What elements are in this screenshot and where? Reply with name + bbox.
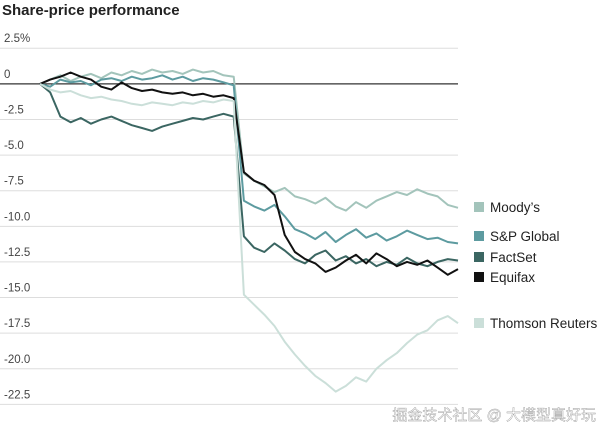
series-line [39, 83, 459, 393]
y-tick-label: 2.5% [4, 33, 30, 45]
y-tick-label: -5.0 [4, 140, 24, 152]
legend-swatch [474, 272, 484, 282]
watermark: 掘金技术社区 @ 大模型真好玩 [392, 406, 596, 424]
lines [39, 68, 459, 393]
y-tick-label: -2.5 [4, 104, 24, 116]
series-line [39, 83, 459, 268]
y-tick-label: -22.5 [4, 389, 30, 401]
legend-label: S&P Global [490, 229, 560, 244]
legend-swatch [474, 202, 484, 212]
legend-label: FactSet [490, 250, 537, 265]
legend-swatch [474, 318, 484, 328]
legend-swatch [474, 231, 484, 241]
legend-label: Equifax [490, 270, 535, 285]
legend-label: Moody’s [490, 200, 540, 215]
series-line [39, 68, 459, 212]
y-tick-label: -17.5 [4, 318, 30, 330]
y-tick-label: -7.5 [4, 176, 24, 188]
grid: 2.5% 0 -2.5 -5.0 -7.5 -10.0 -12.5 -15.0 -17.5 -20… [0, 33, 458, 405]
legend-swatch [474, 252, 484, 262]
series-line [39, 74, 459, 245]
y-tick-label: -12.5 [4, 247, 30, 259]
y-tick-label: -20.0 [4, 354, 30, 366]
legend: Moody’s S&P Global FactSet Equifax Thomson R… [474, 200, 598, 331]
y-tick-label: -15.0 [4, 283, 30, 295]
y-tick-label: -10.0 [4, 211, 30, 223]
legend-label: Thomson Reuters [490, 316, 598, 331]
series-line [39, 71, 459, 276]
chart-title: Share-price performance [2, 2, 180, 19]
y-tick-label: 0 [4, 69, 10, 81]
